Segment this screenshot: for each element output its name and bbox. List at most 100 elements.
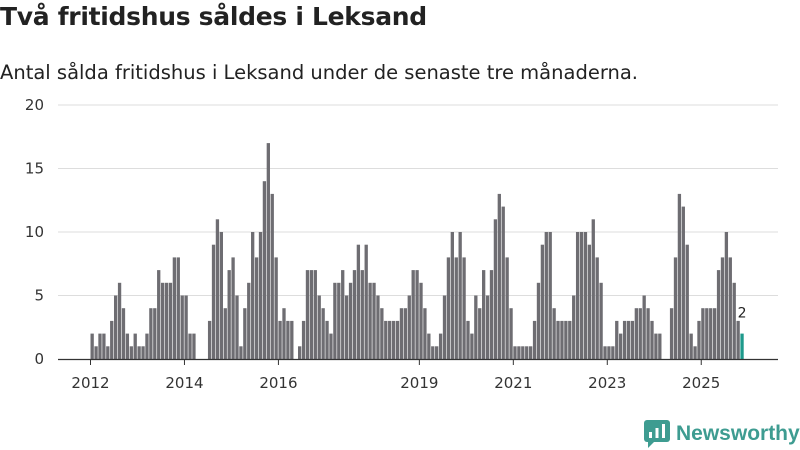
bar [403,308,408,359]
y-tick-label: 10 [25,223,44,241]
bar [313,270,317,359]
last-value-label: 2 [738,306,747,322]
bar [501,206,505,359]
bar [689,333,693,359]
bar [587,244,592,359]
bar [215,219,220,359]
bar [485,295,490,359]
bar [337,282,341,359]
bar [329,333,333,359]
bar [528,346,533,359]
bar [364,244,368,359]
x-axis-labels: 2012 2014 2016 2019 2021 2023 2025 [71,359,720,392]
bar [110,320,114,359]
bar [595,257,599,359]
bar [266,143,270,359]
bar [274,257,278,359]
bar [572,295,576,359]
bar [532,320,537,359]
bar [489,270,494,359]
bar [478,308,482,359]
bar [344,295,349,359]
bar [380,308,384,359]
bar [728,257,732,359]
bar [435,346,439,359]
bar [321,308,325,359]
bar [509,308,513,359]
bar-latest [740,333,744,359]
bar [517,346,521,359]
bar [231,257,235,359]
bar [615,320,619,359]
bar [98,333,102,359]
bar [184,295,188,359]
y-tick-label: 20 [25,96,44,114]
bar [117,282,122,359]
bar [305,270,310,359]
bar [172,257,177,359]
bar [141,346,145,359]
bar [724,232,729,359]
bar [372,282,376,359]
bar [493,219,498,359]
bar [575,232,580,359]
bar [709,308,713,359]
bar [673,257,678,359]
bar [697,320,701,359]
bar [121,308,126,359]
bar [658,333,662,359]
bar [188,333,192,359]
bar [251,232,255,359]
bar [622,320,627,359]
y-tick-label: 15 [25,160,44,178]
bar [153,308,157,359]
newsworthy-logo: Newsworthy [644,419,800,449]
bar [720,257,725,359]
bar [681,206,685,359]
bar [474,295,478,359]
bar [521,346,525,359]
bar [286,320,290,359]
bar [384,320,388,359]
bar [164,282,169,359]
chart-title: Två fritidshus såldes i Leksand [0,2,427,31]
bar [395,320,400,359]
bar [399,308,404,359]
bar [176,257,180,359]
bar [407,295,411,359]
bar [254,257,259,359]
x-tick-label: 2014 [165,374,203,392]
bar [454,257,458,359]
bar [415,270,419,359]
bar [90,333,94,359]
bar [125,333,130,359]
bar [654,333,658,359]
x-tick-label: 2012 [71,374,109,392]
bar [427,333,431,359]
bar [642,295,646,359]
bar [145,333,149,359]
bar [298,346,302,359]
bar [247,282,251,359]
bar [368,282,372,359]
bar [207,320,212,359]
bar [192,333,196,359]
bar [102,333,106,359]
bar [391,320,396,359]
bar [239,346,243,359]
bar [513,346,517,359]
y-tick-label: 0 [34,350,44,368]
bar [552,308,556,359]
bar [497,193,501,359]
bar [525,346,529,359]
bar [701,308,705,359]
data-labels: 2 [738,306,747,322]
bar [160,282,165,359]
grid-lines [58,104,778,296]
bar [235,295,239,359]
bar [431,346,435,359]
bar [536,282,541,359]
bar [356,244,361,359]
bar [157,270,161,359]
newsworthy-logo-icon [644,420,670,448]
